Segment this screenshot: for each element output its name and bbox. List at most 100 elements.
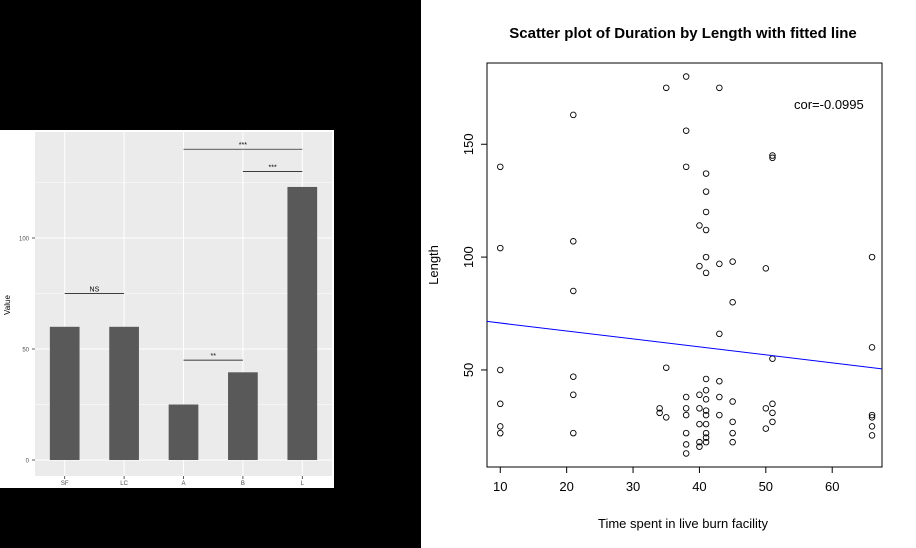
significance-label: NS <box>90 287 100 294</box>
scatter-chart-title: Scatter plot of Duration by Length with … <box>509 25 857 42</box>
scatter-point <box>696 420 703 428</box>
x-tick-label: A <box>181 481 185 487</box>
x-tick-label: 20 <box>559 479 573 494</box>
scatter-point <box>570 391 577 399</box>
bar-sf <box>49 326 80 460</box>
scatter-panel-background <box>421 0 916 548</box>
x-tick-label: LC <box>120 481 128 487</box>
y-tick-label: 150 <box>461 133 476 155</box>
scatter-point <box>868 432 876 439</box>
scatter-point <box>702 170 710 177</box>
scatter-point <box>868 414 876 421</box>
bar-chart-y-axis-label: Value <box>3 295 12 315</box>
scatter-point <box>702 226 710 234</box>
scatter-point <box>868 253 876 261</box>
fitted-line <box>486 320 883 370</box>
scatter-point <box>696 222 703 229</box>
scatter-point <box>762 265 770 272</box>
scatter-point <box>868 344 876 351</box>
bar-chart-y-axis: 0 50 100 <box>19 237 35 465</box>
scatter-point <box>702 434 710 441</box>
scatter-point <box>702 253 710 261</box>
scatter-point <box>497 163 504 171</box>
scatter-point <box>868 411 876 419</box>
scatter-point <box>769 400 776 408</box>
scatter-chart-x-axis: 10 20 30 40 50 60 <box>493 467 839 494</box>
x-tick-label: B <box>241 481 245 487</box>
scatter-point <box>716 260 723 268</box>
scatter-chart-y-axis: 50 100 150 <box>461 133 487 377</box>
scatter-point <box>497 423 504 430</box>
bar-chart-significance-brackets: NS******** <box>64 142 303 361</box>
scatter-point <box>682 405 690 412</box>
scatter-point <box>656 405 663 412</box>
scatter-point <box>682 441 690 448</box>
scatter-point <box>682 393 690 401</box>
scatter-point <box>696 405 703 412</box>
x-tick-label: 30 <box>626 479 640 494</box>
scatter-point <box>570 373 577 380</box>
scatter-point <box>696 443 703 450</box>
correlation-annotation: cor=-0.0995 <box>794 97 864 112</box>
scatter-chart: Scatter plot of Duration by Length with … <box>426 25 883 531</box>
scatter-point <box>662 414 670 421</box>
scatter-point <box>682 73 690 80</box>
bar-chart-x-axis: SF LC A B L <box>61 476 305 487</box>
scatter-point <box>769 355 776 362</box>
scatter-point <box>696 262 703 270</box>
x-tick-label: 60 <box>825 479 839 494</box>
y-tick-label: 100 <box>461 246 476 268</box>
scatter-point <box>868 423 876 430</box>
scatter-point <box>702 429 710 437</box>
y-tick-label: 100 <box>19 237 30 243</box>
scatter-chart-y-axis-label: Length <box>426 245 441 285</box>
scatter-point <box>729 429 736 437</box>
bar-lc <box>109 326 139 460</box>
bar-chart-bars <box>49 186 318 460</box>
significance-label: *** <box>269 164 277 171</box>
x-tick-label: 10 <box>493 479 507 494</box>
y-tick-label: 50 <box>461 363 476 377</box>
scatter-point <box>762 405 770 412</box>
scatter-point <box>702 375 710 383</box>
y-tick-label: 0 <box>26 459 30 465</box>
x-tick-label: 50 <box>759 479 773 494</box>
bar-a <box>168 404 199 460</box>
scatter-point <box>497 429 504 437</box>
scatter-point <box>716 330 723 338</box>
scatter-point <box>570 238 577 245</box>
bar-b <box>228 372 258 460</box>
x-tick-label: 40 <box>692 479 706 494</box>
scatter-point <box>682 429 690 437</box>
scatter-point <box>762 425 770 432</box>
scatter-point <box>729 258 736 265</box>
scatter-point <box>662 84 670 92</box>
scatter-point <box>702 396 710 403</box>
significance-label: ** <box>210 353 216 360</box>
scatter-point <box>716 84 723 92</box>
scatter-point <box>497 400 504 408</box>
scatter-plot-frame <box>486 62 883 468</box>
scatter-point <box>497 366 504 374</box>
scatter-point <box>769 409 776 417</box>
y-tick-label: 50 <box>22 348 29 354</box>
scatter-point <box>570 429 577 437</box>
scatter-point <box>497 244 504 252</box>
scatter-point <box>702 188 710 195</box>
scatter-point <box>682 411 690 419</box>
scatter-points <box>497 73 876 457</box>
scatter-point <box>702 411 710 419</box>
scatter-point <box>570 287 577 295</box>
scatter-point <box>702 208 710 216</box>
scatter-point <box>702 387 710 394</box>
scatter-point <box>570 111 577 119</box>
scatter-point <box>696 391 703 399</box>
scatter-point <box>702 438 710 446</box>
scatter-point <box>696 438 703 446</box>
scatter-point <box>769 154 776 162</box>
scatter-chart-x-axis-label: Time spent in live burn facility <box>598 516 769 531</box>
scatter-point <box>716 377 723 385</box>
scatter-point <box>702 269 710 277</box>
fitted-line-group <box>486 320 883 370</box>
